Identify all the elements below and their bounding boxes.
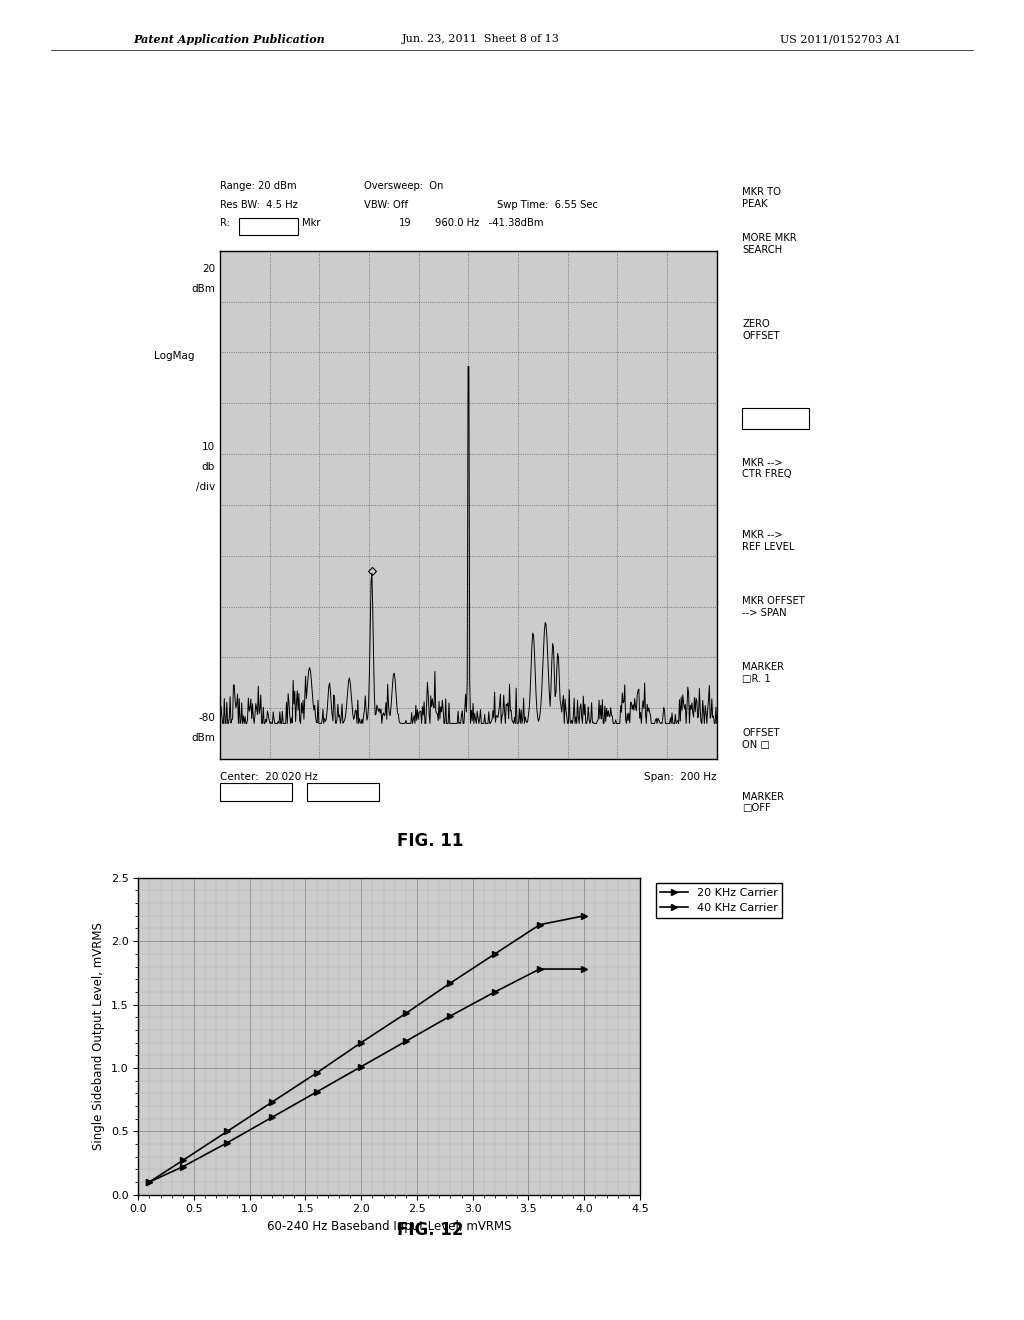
Text: US 2011/0152703 A1: US 2011/0152703 A1 xyxy=(780,34,901,45)
40 KHz Carrier xyxy=(444,1008,457,1024)
40 KHz Carrier xyxy=(143,1173,156,1189)
Text: Jun. 23, 2011  Sheet 8 of 13: Jun. 23, 2011 Sheet 8 of 13 xyxy=(402,34,560,45)
Text: Oversweep:  On: Oversweep: On xyxy=(364,181,443,191)
Text: VBW: Off: VBW: Off xyxy=(364,199,408,210)
Text: OFFSET
ON □: OFFSET ON □ xyxy=(742,729,780,750)
Text: Span:  200 Hz: Span: 200 Hz xyxy=(644,772,717,783)
40 KHz Carrier xyxy=(488,983,501,999)
Text: -80: -80 xyxy=(199,713,215,723)
Text: MKR -->
CTR FREQ: MKR --> CTR FREQ xyxy=(742,458,792,479)
Text: LogMag: LogMag xyxy=(154,351,195,362)
40 KHz Carrier xyxy=(266,1109,279,1125)
Legend: 20 KHz Carrier, 40 KHz Carrier: 20 KHz Carrier, 40 KHz Carrier xyxy=(655,883,782,917)
40 KHz Carrier xyxy=(534,961,546,977)
Text: R:: R: xyxy=(220,218,230,228)
Text: 20: 20 xyxy=(202,264,215,275)
20 KHz Carrier xyxy=(221,1123,233,1139)
Text: FIG. 12: FIG. 12 xyxy=(397,1221,463,1239)
Text: dBm: dBm xyxy=(191,284,215,294)
20 KHz Carrier xyxy=(355,1035,368,1051)
Line: 40 KHz Carrier: 40 KHz Carrier xyxy=(146,966,587,1185)
Text: Center:  20 020 Hz: Center: 20 020 Hz xyxy=(220,772,317,783)
Text: Patent Application Publication: Patent Application Publication xyxy=(133,34,325,45)
20 KHz Carrier xyxy=(177,1152,189,1168)
40 KHz Carrier xyxy=(399,1034,412,1049)
20 KHz Carrier xyxy=(143,1173,156,1189)
Text: ZERO
OFFSET: ZERO OFFSET xyxy=(742,319,780,341)
Text: 960.0 Hz   -41.38dBm: 960.0 Hz -41.38dBm xyxy=(435,218,544,228)
Text: MKR OFFSET
--> SPAN: MKR OFFSET --> SPAN xyxy=(742,597,805,618)
20 KHz Carrier xyxy=(266,1094,279,1110)
40 KHz Carrier xyxy=(355,1059,368,1074)
40 KHz Carrier xyxy=(310,1084,323,1100)
Text: FIG. 11: FIG. 11 xyxy=(397,832,463,850)
40 KHz Carrier xyxy=(221,1135,233,1151)
Text: 19: 19 xyxy=(399,218,412,228)
40 KHz Carrier xyxy=(579,961,591,977)
20 KHz Carrier xyxy=(534,917,546,933)
Text: Range: 20 dBm: Range: 20 dBm xyxy=(220,181,297,191)
Text: Mkr: Mkr xyxy=(302,218,321,228)
20 KHz Carrier xyxy=(488,946,501,962)
Y-axis label: Single Sideband Output Level, mVRMS: Single Sideband Output Level, mVRMS xyxy=(92,923,105,1150)
X-axis label: 60-240 Hz Baseband Input Level, mVRMS: 60-240 Hz Baseband Input Level, mVRMS xyxy=(267,1220,511,1233)
Line: 20 KHz Carrier: 20 KHz Carrier xyxy=(146,913,587,1185)
20 KHz Carrier xyxy=(399,1006,412,1022)
Text: MKR -->
REF LEVEL: MKR --> REF LEVEL xyxy=(742,531,795,552)
Text: 10: 10 xyxy=(202,442,215,453)
Text: MARKER
□OFF: MARKER □OFF xyxy=(742,792,784,813)
20 KHz Carrier xyxy=(310,1065,323,1081)
Text: Swp Time:  6.55 Sec: Swp Time: 6.55 Sec xyxy=(497,199,598,210)
Text: MKR TO
PEAK: MKR TO PEAK xyxy=(742,187,781,209)
Text: dBm: dBm xyxy=(191,733,215,743)
40 KHz Carrier xyxy=(177,1159,189,1175)
Text: db: db xyxy=(202,462,215,473)
Text: MORE MKR
SEARCH: MORE MKR SEARCH xyxy=(742,234,797,255)
20 KHz Carrier xyxy=(444,975,457,991)
Text: /div: /div xyxy=(196,482,215,492)
Text: MARKER
□R. 1: MARKER □R. 1 xyxy=(742,663,784,684)
Text: Res BW:  4.5 Hz: Res BW: 4.5 Hz xyxy=(220,199,298,210)
20 KHz Carrier xyxy=(579,908,591,924)
